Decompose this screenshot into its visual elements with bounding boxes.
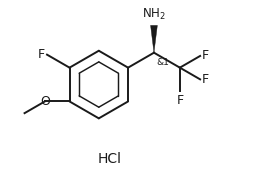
Text: F: F: [37, 48, 44, 61]
Text: HCl: HCl: [97, 152, 121, 166]
Polygon shape: [151, 25, 157, 53]
Text: F: F: [202, 49, 209, 62]
Text: F: F: [176, 94, 183, 107]
Text: F: F: [202, 73, 209, 86]
Text: O: O: [40, 95, 50, 108]
Text: NH$_2$: NH$_2$: [142, 7, 166, 22]
Text: &1: &1: [157, 58, 170, 67]
